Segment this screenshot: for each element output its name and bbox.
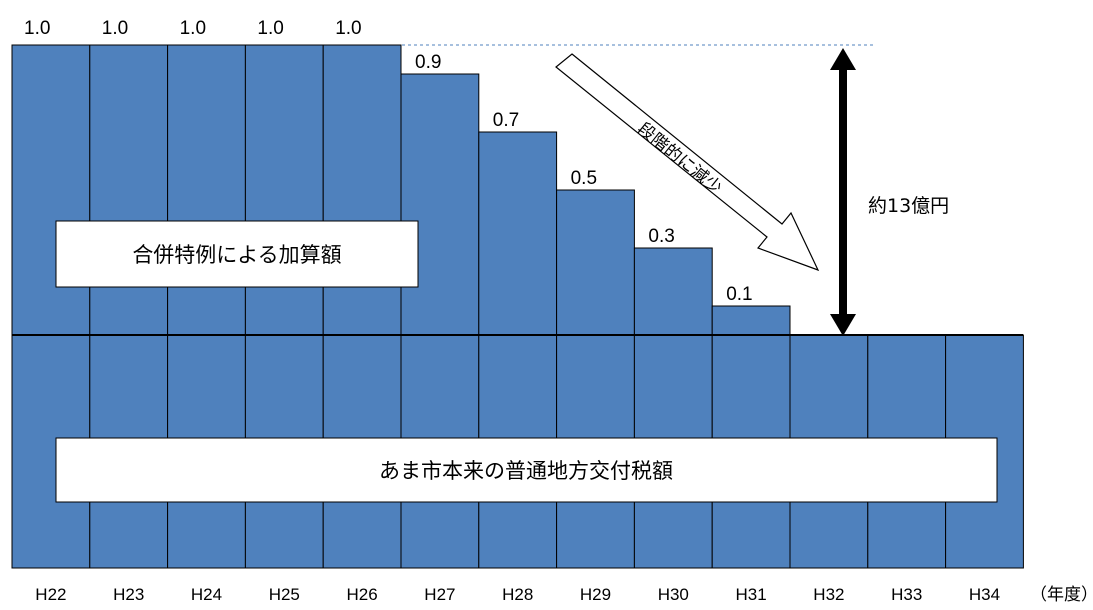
bonus-bar-H27 <box>400 73 480 336</box>
value-label-H31: 0.1 <box>726 284 752 305</box>
value-label-H26: 1.0 <box>335 18 361 39</box>
x-tick-H31: H31 <box>736 585 767 604</box>
value-label-H27: 0.9 <box>415 52 441 73</box>
reduction-arrow-text: 段階的に減少 <box>633 119 725 199</box>
bonus-bar-H31 <box>711 305 791 336</box>
value-label-H22: 1.0 <box>24 18 50 39</box>
x-tick-H26: H26 <box>347 585 378 604</box>
value-labels: 1.0 1.0 1.0 1.0 1.0 0.9 0.7 0.5 0.3 0.1 <box>24 18 753 305</box>
x-tick-H27: H27 <box>424 585 455 604</box>
value-label-H23: 1.0 <box>102 18 128 39</box>
x-tick-H34: H34 <box>969 585 1000 604</box>
bonus-bar-H22 <box>11 44 91 336</box>
reduction-arrow-shape <box>555 53 820 272</box>
value-label-H30: 0.3 <box>648 226 674 247</box>
bonus-bar-H25 <box>244 44 324 336</box>
bonus-bars <box>11 44 791 336</box>
x-tick-H22: H22 <box>35 585 66 604</box>
x-tick-H33: H33 <box>891 585 922 604</box>
value-label-H24: 1.0 <box>180 18 206 39</box>
value-label-H29: 0.5 <box>571 168 597 189</box>
bonus-bar-H23 <box>89 44 169 336</box>
total-amount-label: 約13億円 <box>868 195 949 217</box>
bonus-bar-H26 <box>322 44 402 336</box>
bonus-label-box <box>55 220 419 288</box>
total-amount-arrow <box>830 48 856 336</box>
bonus-bar-H24 <box>167 44 246 336</box>
bonus-bar-H29 <box>556 189 635 336</box>
x-tick-H23: H23 <box>113 585 144 604</box>
base-series-label: あま市本来の普通地方交付税額 <box>379 459 673 483</box>
x-ticks: H22 H23 H24 H25 H26 H27 H28 H29 H30 H31 H32 H33 H34 <box>35 585 1000 604</box>
bonus-series-label: 合併特例による加算額 <box>132 243 341 267</box>
bonus-bar-H28 <box>478 131 558 336</box>
x-tick-H29: H29 <box>580 585 611 604</box>
x-tick-H30: H30 <box>658 585 689 604</box>
x-unit-label: （年度） <box>1030 585 1093 604</box>
base-label-box <box>55 437 998 503</box>
bonus-bar-H30 <box>633 247 713 336</box>
x-tick-H32: H32 <box>813 585 844 604</box>
x-tick-H25: H25 <box>269 585 300 604</box>
x-tick-H24: H24 <box>191 585 222 604</box>
value-label-H28: 0.7 <box>493 110 519 131</box>
value-label-H25: 1.0 <box>257 18 283 39</box>
x-tick-H28: H28 <box>502 585 533 604</box>
